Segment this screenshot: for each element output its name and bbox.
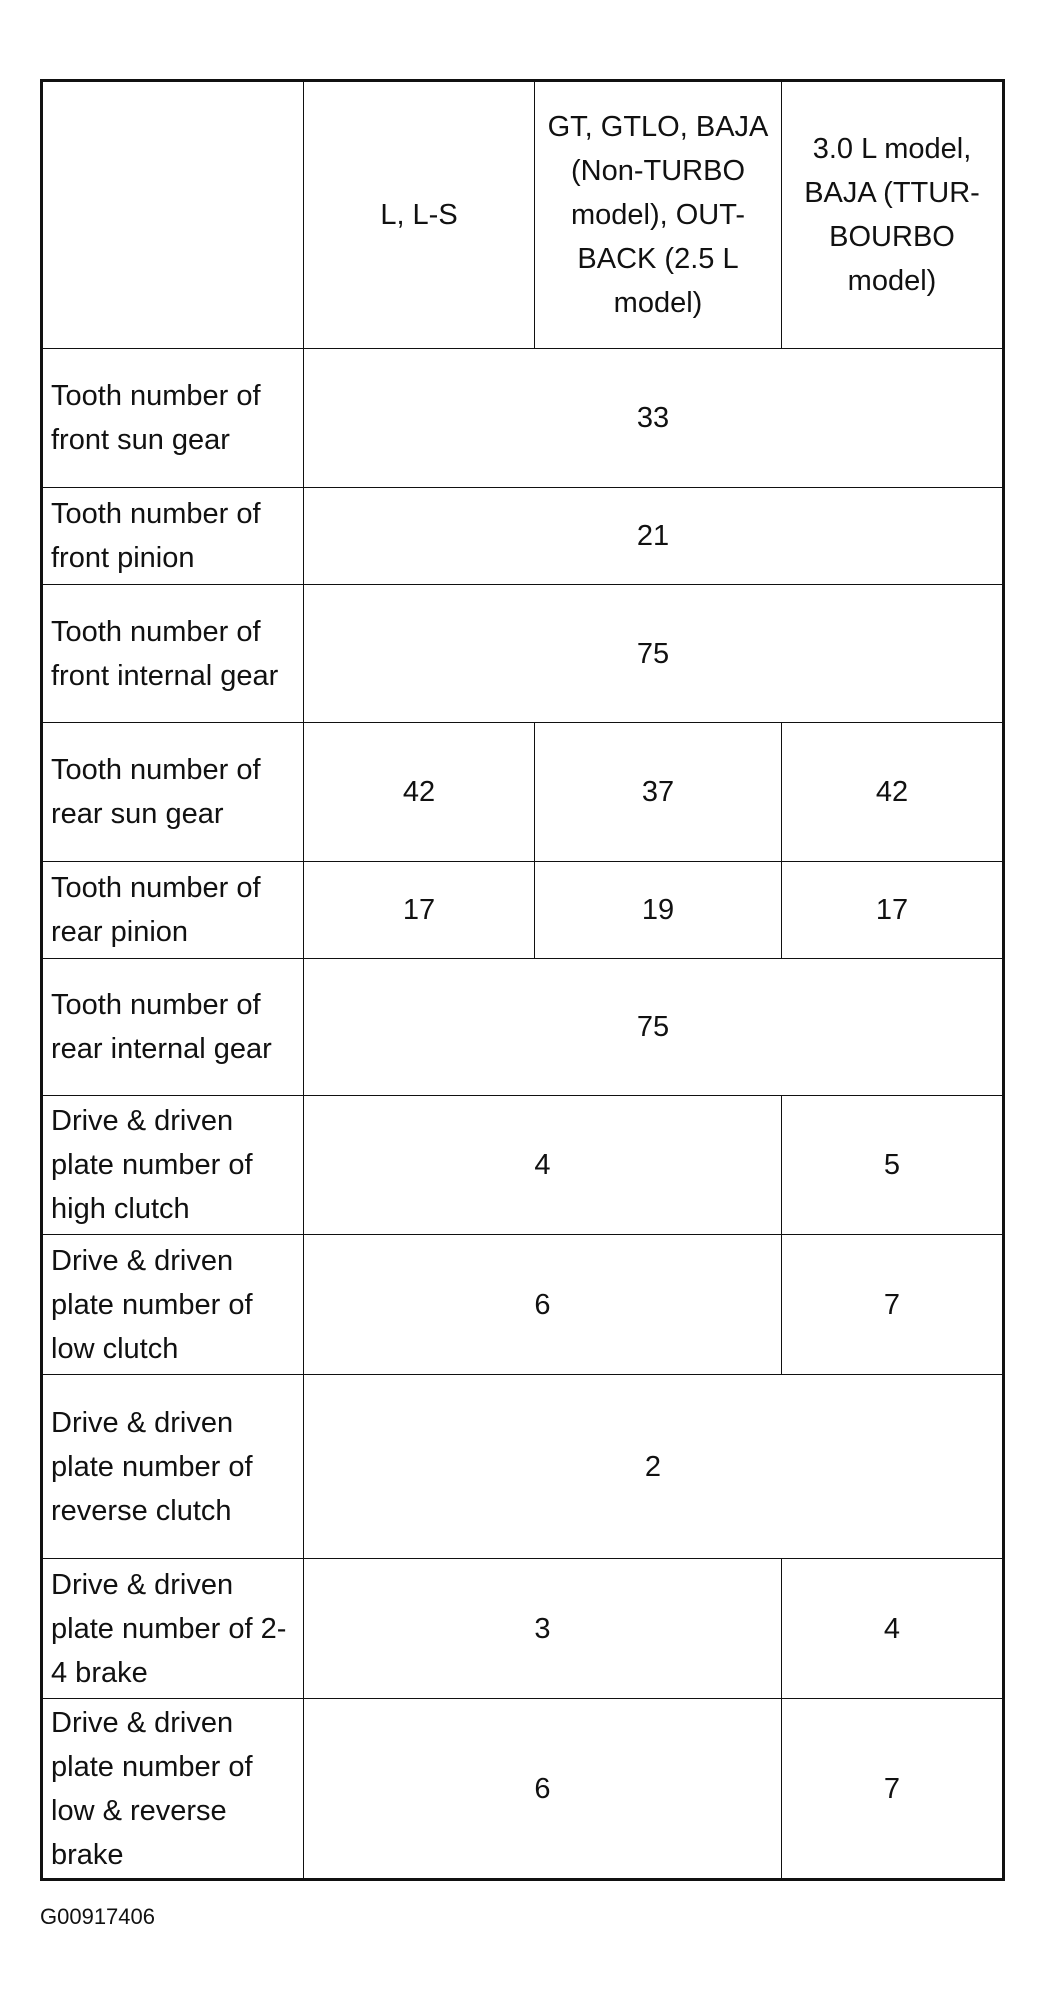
row-value: 42 bbox=[303, 722, 535, 862]
header-row: L, L-S GT, GTLO, BAJA (Non-TURBO model),… bbox=[41, 80, 1004, 349]
row-label: Drive & driven plate number of low clutc… bbox=[41, 1234, 304, 1375]
row-value: 4 bbox=[303, 1095, 782, 1235]
row-value: 4 bbox=[781, 1558, 1004, 1699]
table-row: Tooth number of front pinion 21 bbox=[41, 487, 1004, 585]
table-row: Drive & driven plate number of low clutc… bbox=[41, 1234, 1004, 1375]
row-label: Drive & driven plate number of reverse c… bbox=[41, 1374, 304, 1559]
table-row: Tooth number of rear internal gear 75 bbox=[41, 958, 1004, 1096]
table-row: Tooth number of front sun gear 33 bbox=[41, 348, 1004, 488]
specification-table: L, L-S GT, GTLO, BAJA (Non-TURBO model),… bbox=[40, 79, 1005, 1881]
header-l-ls: L, L-S bbox=[303, 80, 535, 349]
row-label: Tooth number of rear pinion bbox=[41, 861, 304, 959]
row-value: 5 bbox=[781, 1095, 1004, 1235]
table-row: Drive & driven plate number of 2-4 brake… bbox=[41, 1558, 1004, 1699]
row-label: Tooth number of front pinion bbox=[41, 487, 304, 585]
row-value: 42 bbox=[781, 722, 1004, 862]
row-value: 3 bbox=[303, 1558, 782, 1699]
row-value: 7 bbox=[781, 1698, 1004, 1880]
row-value: 6 bbox=[303, 1698, 782, 1880]
row-value: 21 bbox=[303, 487, 1004, 585]
row-value: 75 bbox=[303, 584, 1004, 723]
figure-id: G00917406 bbox=[40, 1904, 155, 1929]
header-3-0l-baja-turbo: 3.0 L model, BAJA (TTUR-BOURBO model) bbox=[781, 80, 1004, 349]
table-row: Tooth number of rear pinion 17 19 17 bbox=[41, 861, 1004, 959]
header-blank bbox=[41, 80, 304, 349]
row-label: Drive & driven plate number of high clut… bbox=[41, 1095, 304, 1235]
row-value: 6 bbox=[303, 1234, 782, 1375]
row-value: 7 bbox=[781, 1234, 1004, 1375]
row-value: 2 bbox=[303, 1374, 1004, 1559]
table-row: Drive & driven plate number of low & rev… bbox=[41, 1698, 1004, 1880]
row-label: Tooth number of front internal gear bbox=[41, 584, 304, 723]
row-label: Drive & driven plate number of low & rev… bbox=[41, 1698, 304, 1880]
header-gt-outback: GT, GTLO, BAJA (Non-TURBO model), OUT-BA… bbox=[534, 80, 782, 349]
row-label: Tooth number of rear sun gear bbox=[41, 722, 304, 862]
row-value: 19 bbox=[534, 861, 782, 959]
row-value: 17 bbox=[303, 861, 535, 959]
row-label: Tooth number of rear internal gear bbox=[41, 958, 304, 1096]
table-row: Tooth number of rear sun gear 42 37 42 bbox=[41, 722, 1004, 862]
row-label: Drive & driven plate number of 2-4 brake bbox=[41, 1558, 304, 1699]
row-value: 17 bbox=[781, 861, 1004, 959]
table-row: Drive & driven plate number of reverse c… bbox=[41, 1374, 1004, 1559]
table-row: Tooth number of front internal gear 75 bbox=[41, 584, 1004, 723]
row-value: 75 bbox=[303, 958, 1004, 1096]
row-value: 33 bbox=[303, 348, 1004, 488]
table-row: Drive & driven plate number of high clut… bbox=[41, 1095, 1004, 1235]
row-label: Tooth number of front sun gear bbox=[41, 348, 304, 488]
row-value: 37 bbox=[534, 722, 782, 862]
